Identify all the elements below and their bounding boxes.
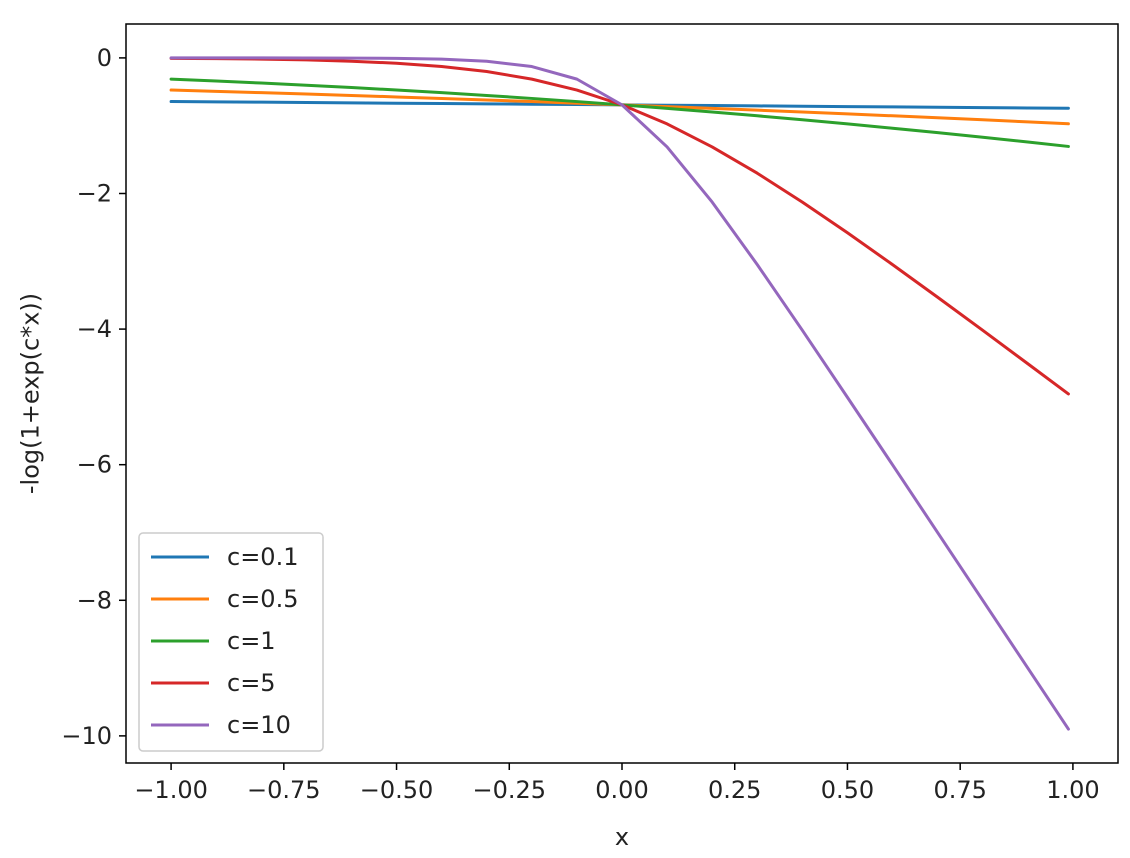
y-tick-label: −4 <box>77 315 112 343</box>
legend-label-2: c=0.5 <box>227 585 298 613</box>
x-tick-label: 0.00 <box>595 776 648 804</box>
x-axis-label: x <box>615 823 629 851</box>
x-axis: −1.00 −0.75 −0.50 −0.25 0.00 0.25 0.50 0.75 1.00 <box>134 763 1100 804</box>
legend-label-5: c=10 <box>227 711 291 739</box>
y-axis: 0 −2 −4 −6 −8 −10 <box>61 44 126 750</box>
x-tick-label: 0.25 <box>708 776 761 804</box>
legend-label-4: c=5 <box>227 669 276 697</box>
y-tick-label: −10 <box>61 722 112 750</box>
x-tick-label: 0.50 <box>821 776 874 804</box>
x-tick-label: −0.75 <box>247 776 321 804</box>
y-tick-label: 0 <box>97 44 112 72</box>
x-tick-label: −0.50 <box>360 776 434 804</box>
series-line-5 <box>169 56 1070 731</box>
legend-box <box>138 532 324 752</box>
x-tick-label: −1.00 <box>134 776 208 804</box>
x-tick-label: 1.00 <box>1046 776 1099 804</box>
y-tick-label: −6 <box>77 451 112 479</box>
y-axis-label: -log(1+exp(c*x)) <box>16 293 44 494</box>
series-layer <box>169 56 1070 731</box>
y-tick-label: −2 <box>77 179 112 207</box>
legend-label-1: c=0.1 <box>227 543 298 571</box>
legend: c=0.1 c=0.5 c=1 c=5 c=10 <box>138 532 324 752</box>
y-tick-label: −8 <box>77 586 112 614</box>
x-tick-label: −0.25 <box>472 776 546 804</box>
x-tick-label: 0.75 <box>933 776 986 804</box>
legend-label-3: c=1 <box>227 627 276 655</box>
